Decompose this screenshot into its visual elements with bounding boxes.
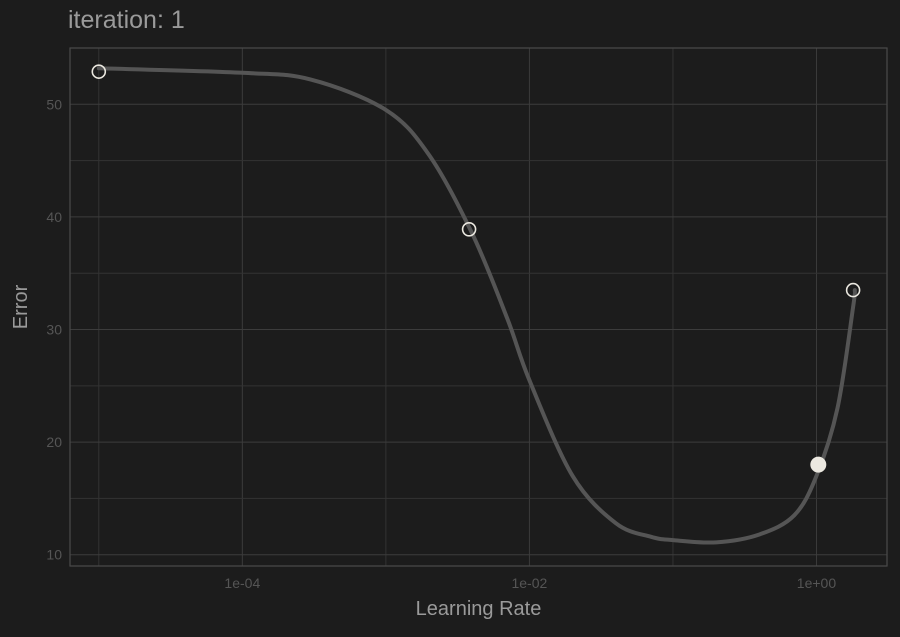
curve-layer — [96, 66, 857, 545]
x-axis-label: Learning Rate — [416, 598, 542, 620]
x-tick-label: 1e+00 — [797, 575, 837, 591]
y-tick-label: 10 — [46, 547, 62, 563]
x-tick-label: 1e-02 — [511, 575, 547, 591]
y-axis-label: Error — [10, 284, 32, 329]
error-curve-line — [96, 66, 857, 545]
y-tick-label: 30 — [46, 322, 62, 338]
y-tick-label: 20 — [46, 434, 62, 450]
chart-title: iteration: 1 — [68, 6, 185, 34]
sampled-point-marker — [91, 64, 107, 79]
points-layer — [91, 64, 861, 473]
grid — [70, 48, 887, 566]
y-tick-label: 50 — [46, 96, 62, 112]
plot-border — [69, 47, 888, 567]
sampled-point-marker — [461, 222, 477, 237]
current-point-marker — [810, 456, 827, 473]
tick-labels: 1e-04 1e-02 1e+00 10 20 30 40 50 — [46, 96, 836, 591]
sampled-point-marker — [845, 282, 861, 298]
x-tick-label: 1e-04 — [224, 575, 260, 591]
y-tick-label: 40 — [46, 209, 62, 225]
